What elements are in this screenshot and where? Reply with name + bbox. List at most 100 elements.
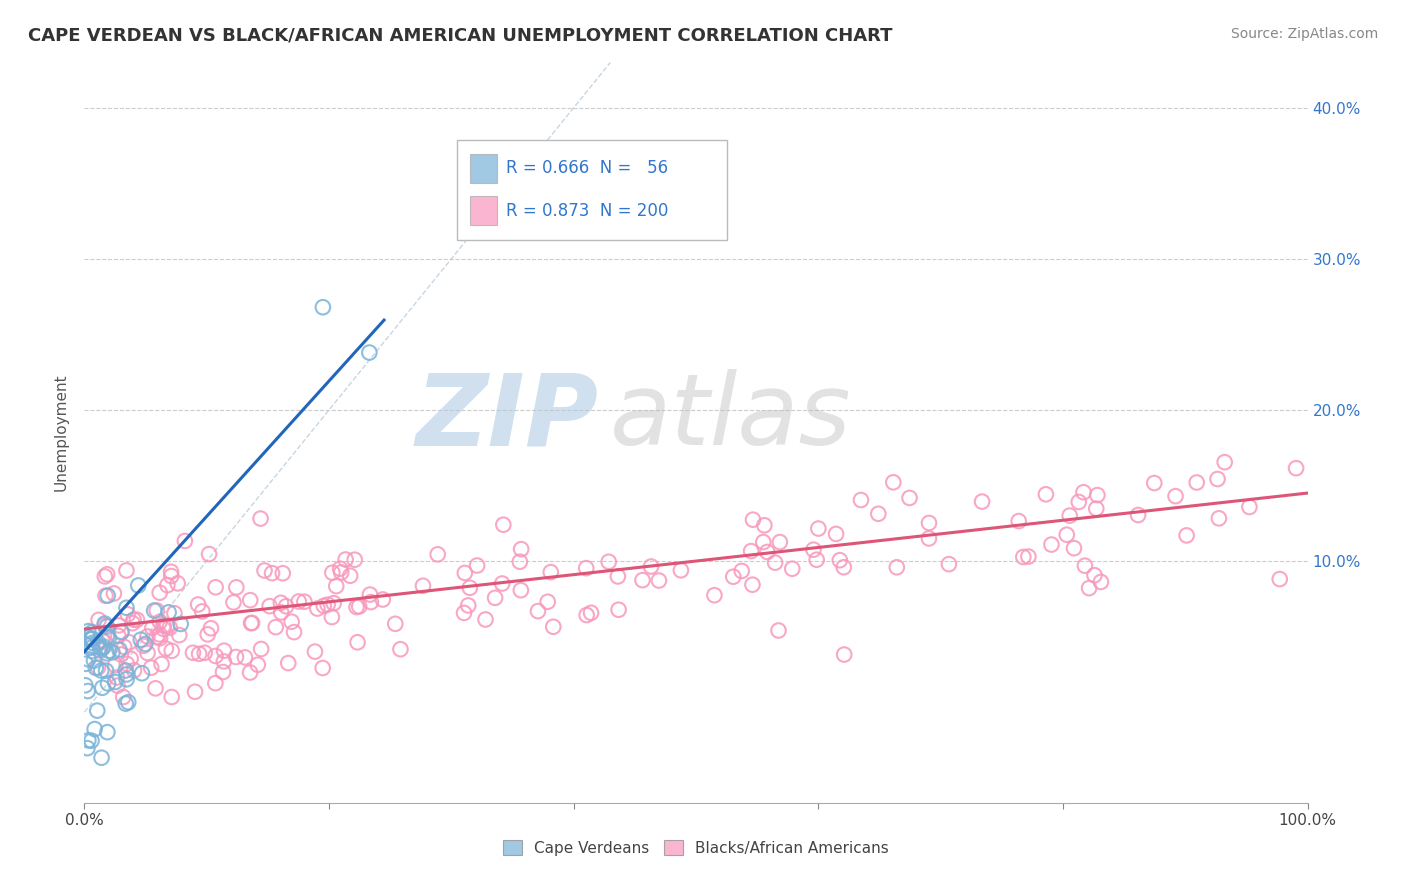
Point <box>543 620 565 634</box>
Point <box>117 607 139 622</box>
Point <box>82 625 104 640</box>
Point <box>82 632 104 646</box>
Point <box>509 583 531 598</box>
Y-axis label: Unemployment: Unemployment <box>53 374 69 491</box>
Point <box>134 637 156 651</box>
Point <box>249 511 271 525</box>
Point <box>918 516 941 530</box>
Point <box>198 547 221 561</box>
Point <box>803 542 825 557</box>
Point <box>149 585 172 599</box>
Point <box>96 619 118 633</box>
Point <box>169 616 191 631</box>
Point <box>149 615 172 629</box>
Point <box>112 690 135 704</box>
Point <box>149 631 172 645</box>
Point <box>1012 549 1035 564</box>
Point <box>155 641 177 656</box>
Point <box>631 573 654 587</box>
Point <box>120 651 142 665</box>
Point <box>86 704 108 718</box>
Point <box>87 660 110 674</box>
Point <box>1175 528 1198 542</box>
Point <box>188 647 211 661</box>
Point <box>204 580 226 594</box>
Point <box>723 570 745 584</box>
Point <box>384 616 406 631</box>
Point <box>756 545 779 559</box>
Point <box>110 625 132 640</box>
Point <box>359 588 381 602</box>
Point <box>703 588 725 602</box>
Point <box>1185 475 1208 490</box>
Point <box>181 646 204 660</box>
Point <box>240 616 263 631</box>
Point <box>93 635 115 649</box>
Point <box>259 599 281 614</box>
Point <box>108 642 131 657</box>
Point <box>264 620 287 634</box>
Point <box>277 656 299 670</box>
Point <box>648 574 671 588</box>
Point <box>1074 558 1097 573</box>
Point <box>82 644 104 658</box>
Point <box>204 648 226 663</box>
Point <box>329 562 352 576</box>
Point <box>97 589 120 603</box>
Point <box>94 664 117 678</box>
Point <box>540 565 562 579</box>
Point <box>1056 527 1078 541</box>
Point <box>270 606 292 620</box>
Point <box>76 741 98 756</box>
Point <box>91 681 114 695</box>
Point <box>163 607 186 621</box>
Point <box>886 560 908 574</box>
Point <box>537 595 560 609</box>
Point <box>122 613 145 627</box>
Point <box>1285 461 1308 475</box>
Point <box>136 630 159 644</box>
Point <box>316 598 339 612</box>
Point <box>304 645 326 659</box>
Point <box>321 610 343 624</box>
Point <box>145 603 167 617</box>
Point <box>768 624 790 638</box>
Point <box>312 300 335 314</box>
Point <box>94 589 117 603</box>
Point <box>484 591 506 605</box>
Point <box>640 559 662 574</box>
Point <box>253 564 276 578</box>
Point <box>225 650 247 665</box>
Point <box>89 643 111 657</box>
Point <box>1208 511 1230 525</box>
Text: ZIP: ZIP <box>415 369 598 467</box>
Point <box>145 630 167 644</box>
Point <box>669 563 692 577</box>
Point <box>1085 501 1108 516</box>
Point <box>898 491 921 505</box>
Point <box>114 664 136 678</box>
Point <box>828 553 851 567</box>
Point <box>80 632 103 646</box>
Point <box>1059 508 1081 523</box>
Point <box>239 593 262 607</box>
Point <box>1067 495 1090 509</box>
Point <box>754 518 776 533</box>
Point <box>346 635 368 649</box>
Point <box>287 594 309 608</box>
Point <box>115 564 138 578</box>
Point <box>197 627 219 641</box>
Point <box>93 640 115 654</box>
Point <box>156 619 179 633</box>
Point <box>112 640 135 654</box>
Point <box>1073 485 1095 500</box>
Point <box>82 636 104 650</box>
Point <box>104 675 127 690</box>
Point <box>108 618 131 632</box>
Text: atlas: atlas <box>610 369 852 467</box>
Text: R = 0.666  N =   56: R = 0.666 N = 56 <box>506 160 668 178</box>
Point <box>389 642 412 657</box>
Point <box>806 553 828 567</box>
Point <box>335 552 357 566</box>
Point <box>832 560 855 574</box>
